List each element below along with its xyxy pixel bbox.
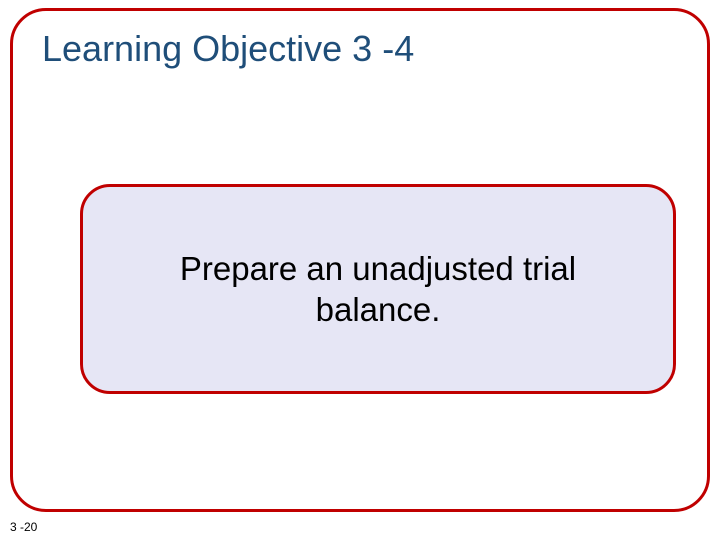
slide-title: Learning Objective 3 -4 [42, 28, 414, 70]
content-text: Prepare an unadjusted trial balance. [113, 248, 643, 331]
content-box: Prepare an unadjusted trial balance. [80, 184, 676, 394]
page-number: 3 -20 [10, 520, 37, 534]
